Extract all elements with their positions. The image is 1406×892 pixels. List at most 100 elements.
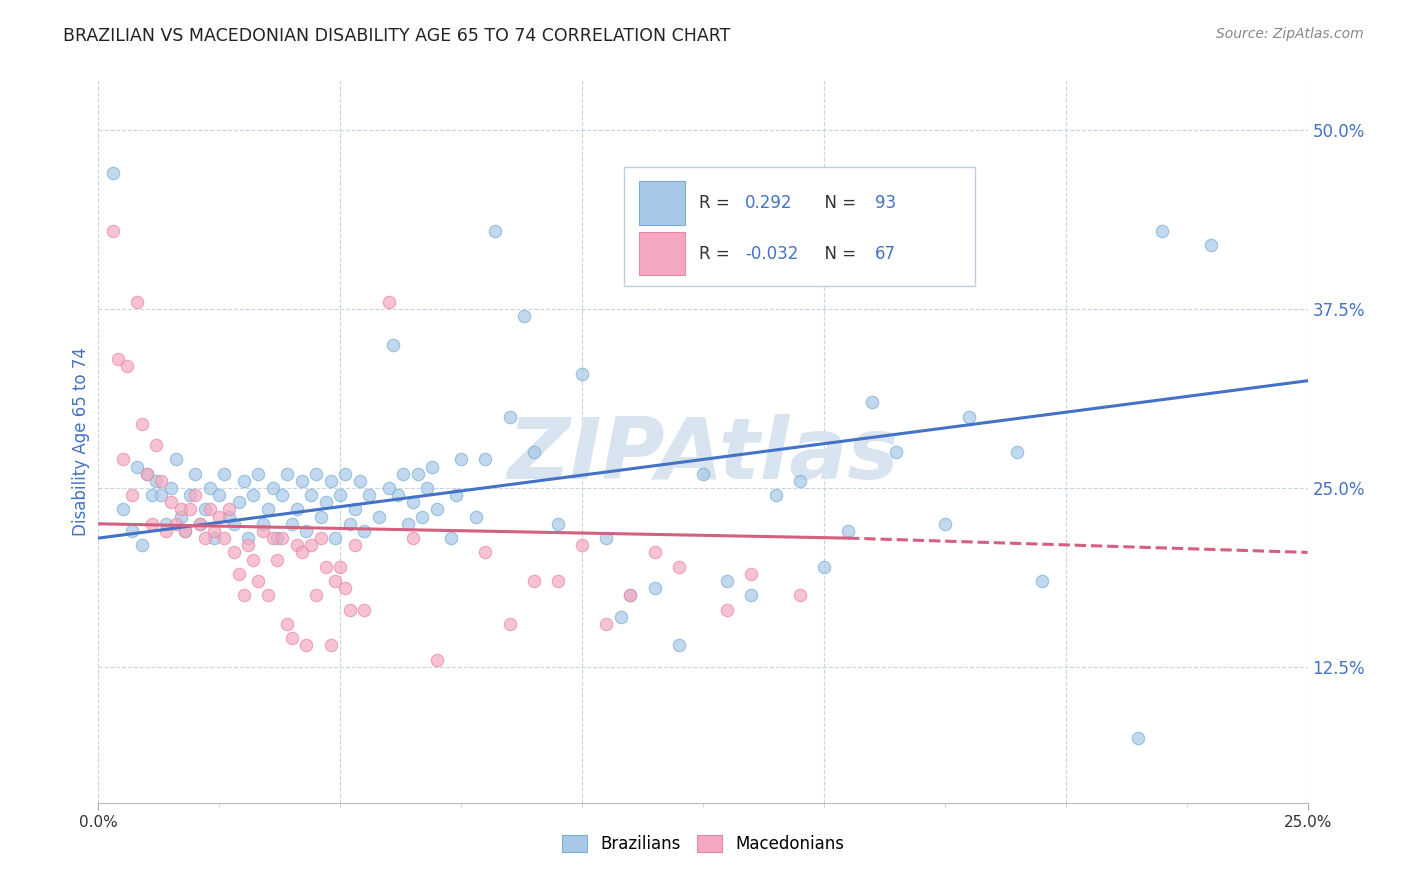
Point	[150, 474, 173, 488]
Text: N =: N =	[814, 244, 862, 262]
Point	[1128, 731, 1150, 746]
Point	[145, 438, 167, 452]
Point	[319, 639, 342, 653]
Point	[232, 588, 254, 602]
Point	[440, 531, 463, 545]
Point	[837, 524, 859, 538]
Point	[305, 588, 328, 602]
Point	[285, 502, 308, 516]
Point	[184, 488, 207, 502]
Point	[446, 488, 468, 502]
Point	[339, 516, 361, 531]
Point	[349, 474, 371, 488]
Point	[208, 488, 231, 502]
Point	[396, 516, 419, 531]
Point	[513, 310, 536, 324]
Point	[131, 538, 153, 552]
Point	[160, 481, 183, 495]
Point	[150, 488, 173, 502]
Point	[155, 516, 177, 531]
Point	[420, 459, 443, 474]
Point	[256, 588, 278, 602]
Point	[228, 495, 250, 509]
Point	[377, 481, 399, 495]
Point	[169, 502, 191, 516]
Point	[212, 531, 235, 545]
Point	[111, 452, 134, 467]
Point	[957, 409, 980, 424]
Point	[121, 524, 143, 538]
Point	[101, 223, 124, 237]
Text: Source: ZipAtlas.com: Source: ZipAtlas.com	[1216, 27, 1364, 41]
Point	[692, 467, 714, 481]
Point	[155, 524, 177, 538]
Point	[484, 223, 506, 237]
Point	[184, 467, 207, 481]
Point	[319, 474, 342, 488]
Point	[315, 559, 337, 574]
Point	[406, 467, 429, 481]
Point	[668, 639, 690, 653]
Point	[266, 531, 288, 545]
Point	[450, 452, 472, 467]
Point	[276, 617, 298, 632]
Point	[212, 467, 235, 481]
Point	[402, 531, 425, 545]
Legend: Brazilians, Macedonians: Brazilians, Macedonians	[555, 828, 851, 860]
Point	[174, 524, 197, 538]
Point	[740, 588, 762, 602]
Point	[474, 452, 496, 467]
Point	[789, 588, 811, 602]
Point	[329, 559, 352, 574]
Point	[387, 488, 409, 502]
Point	[169, 509, 191, 524]
Text: ZIPAtlas: ZIPAtlas	[508, 415, 898, 498]
Text: 93: 93	[875, 194, 896, 212]
Point	[204, 524, 226, 538]
Point	[716, 602, 738, 616]
Point	[498, 409, 520, 424]
Point	[523, 574, 546, 588]
Point	[252, 516, 274, 531]
Point	[285, 538, 308, 552]
Point	[934, 516, 956, 531]
Point	[222, 545, 245, 559]
Point	[117, 359, 139, 374]
Text: N =: N =	[814, 194, 862, 212]
Point	[281, 516, 304, 531]
Point	[135, 467, 157, 481]
Point	[339, 602, 361, 616]
Point	[353, 524, 375, 538]
Point	[644, 581, 666, 595]
Point	[619, 588, 641, 602]
Point	[238, 538, 260, 552]
Point	[474, 545, 496, 559]
Point	[595, 617, 617, 632]
Y-axis label: Disability Age 65 to 74: Disability Age 65 to 74	[72, 347, 90, 536]
Point	[343, 538, 366, 552]
Point	[107, 352, 129, 367]
Point	[325, 531, 347, 545]
Point	[204, 531, 226, 545]
Point	[101, 166, 124, 180]
Point	[765, 488, 787, 502]
Point	[402, 495, 425, 509]
Point	[127, 459, 149, 474]
Point	[194, 531, 217, 545]
Text: BRAZILIAN VS MACEDONIAN DISABILITY AGE 65 TO 74 CORRELATION CHART: BRAZILIAN VS MACEDONIAN DISABILITY AGE 6…	[63, 27, 731, 45]
Point	[353, 602, 375, 616]
Point	[276, 467, 298, 481]
Point	[262, 531, 284, 545]
Point	[188, 516, 211, 531]
Point	[242, 552, 264, 566]
Point	[271, 488, 294, 502]
Point	[179, 502, 201, 516]
Point	[232, 474, 254, 488]
Point	[111, 502, 134, 516]
Point	[1007, 445, 1029, 459]
Point	[329, 488, 352, 502]
Point	[141, 516, 163, 531]
Point	[281, 632, 304, 646]
Point	[382, 338, 405, 352]
Point	[208, 509, 231, 524]
